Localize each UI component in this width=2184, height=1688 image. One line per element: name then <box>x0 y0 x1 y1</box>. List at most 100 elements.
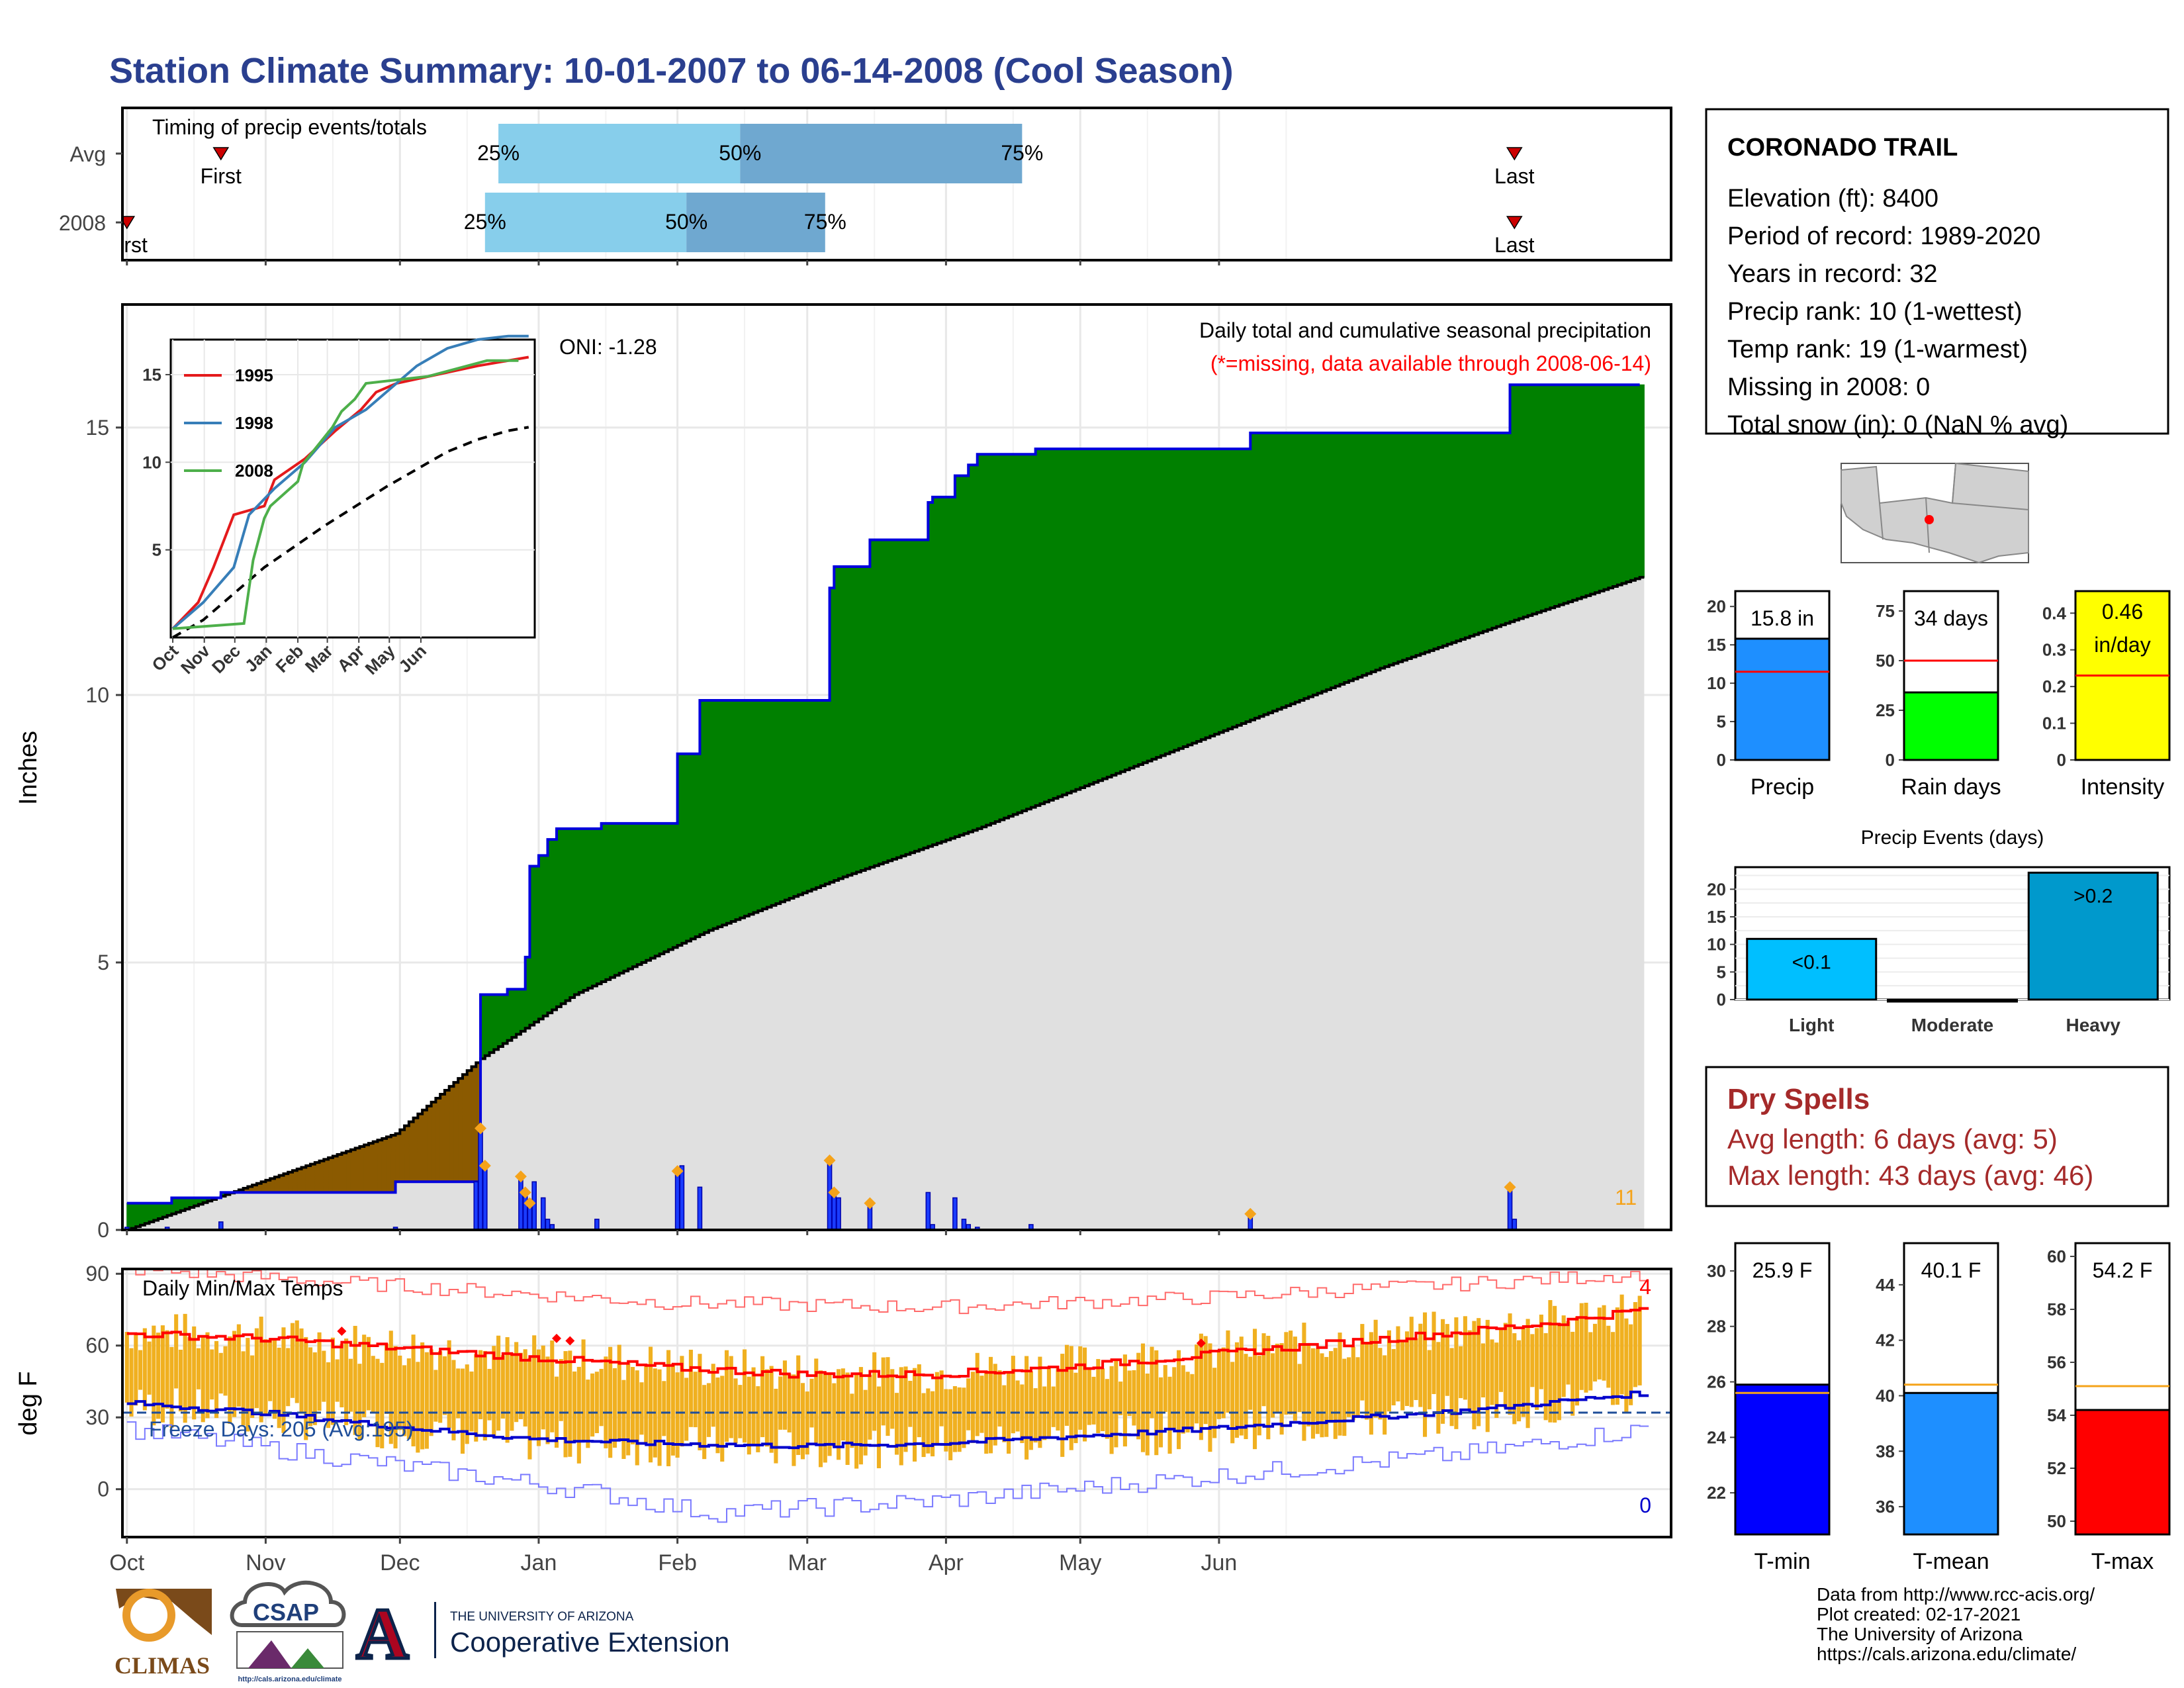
daily-temp-bar <box>845 1372 850 1466</box>
daily-temp-bar <box>478 1350 483 1419</box>
daily-temp-bar <box>979 1376 984 1433</box>
precip-events-chart: Precip Events (days) 0 5 10 15 20 <0.1 Light Mo… <box>1707 827 2171 1035</box>
daily-temp-bar <box>858 1367 863 1465</box>
t-mean-ytick-label: 38 <box>1876 1441 1895 1461</box>
daily-precip-bar <box>961 1219 967 1229</box>
main-ytick-label: 15 <box>85 416 109 440</box>
rain-days-bar <box>1903 691 1999 761</box>
daily-temp-bar <box>576 1366 581 1464</box>
daily-temp-bar <box>823 1374 827 1463</box>
daily-temp-bar <box>639 1382 644 1435</box>
daily-temp-bar <box>850 1393 854 1448</box>
daily-temp-bar <box>259 1316 263 1423</box>
inset-ytick-label: 15 <box>142 365 161 385</box>
daily-temp-bar <box>406 1358 411 1439</box>
daily-temp-bar <box>782 1360 787 1430</box>
temp-ytick-label: 60 <box>85 1334 109 1358</box>
daily-temp-bar <box>1584 1303 1588 1393</box>
temperature-panel: 0 30 60 90 deg F Daily Min/Max Temps Freeze… <box>15 1262 1672 1538</box>
daily-temp-bar <box>948 1389 953 1460</box>
t-mean-ytick-label: 40 <box>1876 1385 1895 1405</box>
daily-temp-bar <box>590 1373 595 1437</box>
dry-spells-title: Dry Spells <box>1727 1083 1870 1115</box>
daily-temp-bar <box>1109 1366 1114 1454</box>
daily-temp-bar <box>1498 1329 1504 1392</box>
daily-precip-bar <box>836 1197 841 1229</box>
inset-ytick-label: 10 <box>142 452 161 472</box>
daily-precip-bar <box>1512 1219 1518 1229</box>
daily-temp-bar <box>308 1347 313 1427</box>
daily-temp-bar <box>1007 1371 1011 1454</box>
station-info-line: Total snow (in): 0 (NaN % avg) <box>1727 411 2068 439</box>
daily-temp-bar <box>1414 1338 1418 1401</box>
average-max-line <box>126 1307 1649 1380</box>
daily-temp-bar <box>1172 1367 1177 1430</box>
daily-temp-bar <box>1508 1313 1512 1415</box>
daily-temp-bar <box>169 1346 174 1428</box>
daily-temp-bar <box>1574 1316 1580 1406</box>
inset-legend-label: 2008 <box>235 461 273 481</box>
rain-days-category-label: Rain days <box>1901 774 2001 800</box>
dry-spells-box: Dry Spells Avg length: 6 days (avg: 5) M… <box>1705 1066 2169 1207</box>
daily-temp-bar <box>738 1385 743 1438</box>
daily-temp-bar <box>1056 1368 1060 1431</box>
daily-temp-bar <box>1355 1357 1360 1416</box>
main-y-axis-label: Inches <box>15 731 42 805</box>
daily-temp-bar <box>228 1336 232 1425</box>
dry-spells-avg: Avg length: 6 days (avg: 5) <box>1727 1123 2058 1154</box>
timing-p25-label: 25% <box>464 210 506 234</box>
daily-temp-bar <box>424 1352 429 1449</box>
daily-temp-bar <box>1432 1311 1436 1394</box>
intensity-category-label: Intensity <box>2081 774 2165 800</box>
daily-temp-bar <box>800 1383 805 1460</box>
daily-temp-bar <box>863 1389 868 1456</box>
daily-temp-bar <box>706 1383 711 1437</box>
daily-temp-bar <box>1328 1351 1334 1423</box>
daily-temp-bar <box>1535 1328 1539 1410</box>
precip-events-bar-label: <0.1 <box>1792 951 1831 973</box>
precip-ytick-label: 5 <box>1717 712 1726 731</box>
daily-temp-bar <box>1459 1346 1463 1399</box>
daily-temp-bar <box>232 1331 237 1417</box>
timing-row-2008-label: 2008 <box>59 211 106 235</box>
daily-temp-bar <box>196 1348 201 1389</box>
daily-precip-bar <box>1028 1224 1034 1229</box>
daily-temp-bar <box>934 1372 939 1444</box>
daily-temp-bar <box>908 1380 913 1427</box>
daily-temp-bar <box>388 1331 393 1444</box>
daily-temp-bar <box>1122 1354 1127 1447</box>
precip-events-bar-moderate <box>1887 998 2018 1003</box>
station-info-line: Precip rank: 10 (1-wettest) <box>1727 298 2023 326</box>
timing-p50-label: 50% <box>719 141 761 165</box>
daily-temp-bar <box>1530 1334 1535 1387</box>
timing-row-avg-label: Avg <box>69 142 106 166</box>
daily-temp-bar <box>1351 1346 1355 1421</box>
daily-temp-bar <box>1167 1376 1172 1454</box>
daily-temp-bar <box>1096 1359 1101 1433</box>
daily-temp-bar <box>174 1314 179 1389</box>
daily-temp-bar <box>1127 1370 1132 1417</box>
daily-temp-bar <box>147 1341 152 1395</box>
daily-temp-bar <box>827 1372 832 1456</box>
daily-temp-bar <box>129 1348 134 1417</box>
arizona-locator-map <box>1841 462 2029 564</box>
record-max-line <box>135 1270 1649 1315</box>
footer-line: Plot created: 02-17-2021 <box>1817 1604 2021 1624</box>
daily-temp-bar <box>952 1386 957 1452</box>
t-mean-value-label: 40.1 F <box>1921 1258 1981 1282</box>
temp-ytick-label: 0 <box>97 1477 109 1501</box>
daily-temp-bar <box>970 1372 976 1443</box>
t-max-ytick-label: 54 <box>2047 1405 2066 1425</box>
daily-precip-bar <box>594 1219 600 1229</box>
daily-temp-bar <box>872 1352 877 1431</box>
daily-temp-bar <box>371 1356 375 1413</box>
precip-events-bar-heavy <box>2027 871 2159 1001</box>
daily-temp-bar <box>1570 1331 1575 1416</box>
average-min-line <box>126 1390 1649 1450</box>
daily-temp-bar <box>1257 1356 1261 1436</box>
daily-temp-bar <box>447 1340 451 1429</box>
daily-temp-bar <box>438 1351 443 1423</box>
t-mean-bar <box>1903 1391 1999 1536</box>
daily-temp-bar <box>1427 1350 1432 1410</box>
